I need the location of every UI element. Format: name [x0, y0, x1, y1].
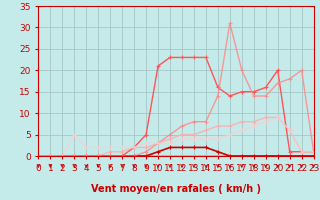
- X-axis label: Vent moyen/en rafales ( km/h ): Vent moyen/en rafales ( km/h ): [91, 184, 261, 194]
